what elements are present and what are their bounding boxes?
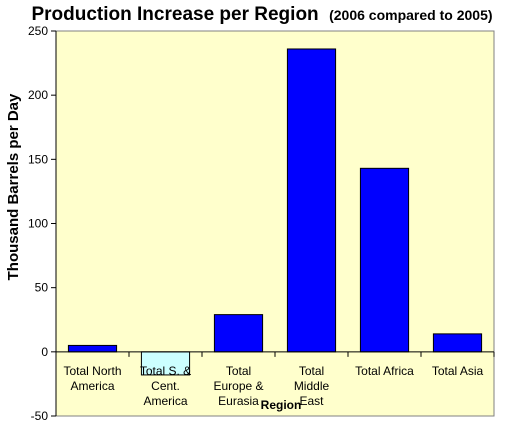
- chart-title: Production Increase per Region (2006 com…: [31, 4, 492, 25]
- axes-group: [51, 30, 495, 417]
- bar-2: [213, 314, 264, 353]
- y-tick-label-2: 50: [35, 281, 49, 295]
- category-label-4: Total Africa: [355, 364, 414, 378]
- y-tick-label-3: 100: [28, 217, 48, 231]
- category-label-0: Total North America: [63, 364, 121, 393]
- y-tick-label-0: -50: [31, 409, 49, 423]
- category-label-5: Total Asia: [432, 364, 484, 378]
- y-tick-label-5: 200: [28, 88, 48, 102]
- category-label-2: Total Europe & Eurasia: [213, 364, 263, 408]
- x-axis-label: Region: [261, 398, 302, 412]
- y-tick-label-4: 150: [28, 152, 48, 166]
- y-tick-labels: -50 0 50 100 150 200 250: [28, 24, 48, 423]
- category-label-3: Total Middle East: [294, 364, 330, 408]
- bar-3: [286, 48, 337, 353]
- chart-title-main: Production Increase per Region: [31, 4, 318, 25]
- plot-area: [55, 30, 495, 417]
- category-labels: Total North America Total S. & Cent. America…: [63, 364, 483, 408]
- bars-group: [67, 48, 483, 376]
- category-label-1: Total S. & Cent. America: [140, 364, 191, 408]
- y-tick-label-1: 0: [41, 345, 48, 359]
- bar-5: [432, 333, 483, 353]
- y-axis-label: Thousand Barrels per Day: [5, 93, 22, 280]
- chart-subtitle: (2006 compared to 2005): [329, 7, 492, 23]
- bar-4: [359, 167, 410, 353]
- y-tick-label-6: 250: [28, 24, 48, 38]
- bar-0: [67, 344, 118, 353]
